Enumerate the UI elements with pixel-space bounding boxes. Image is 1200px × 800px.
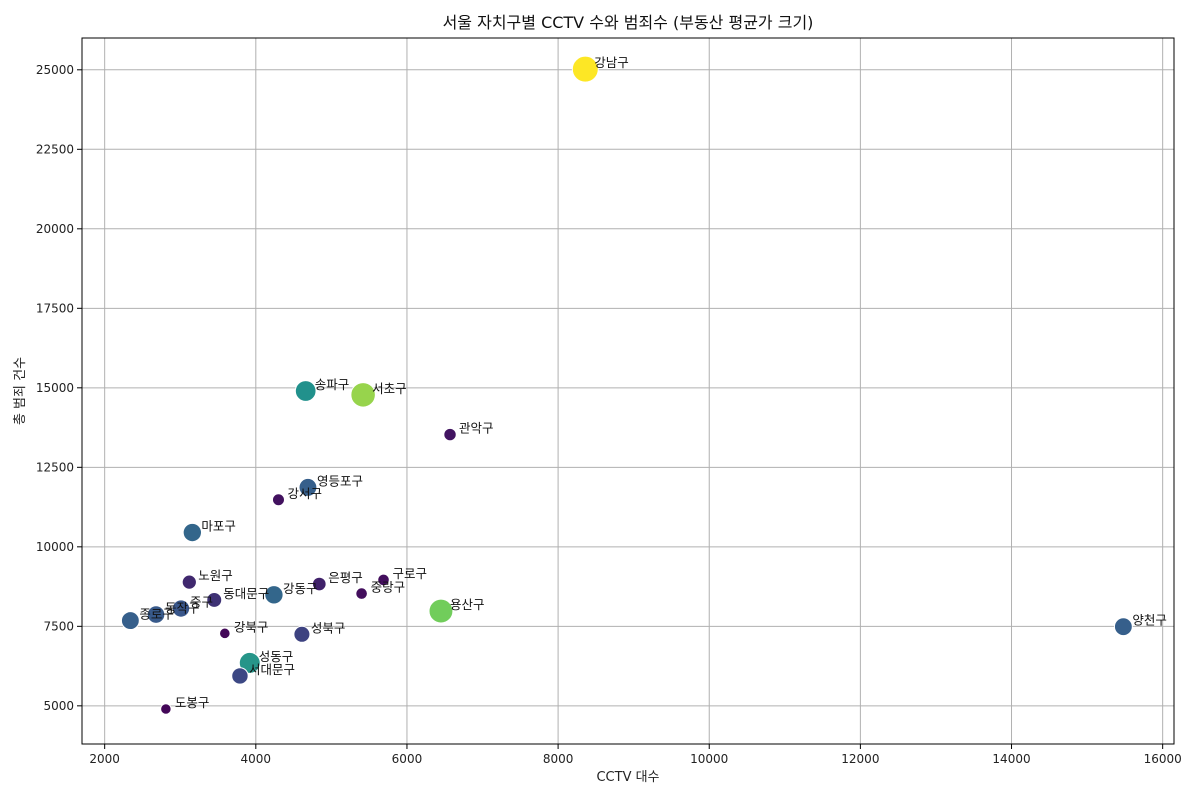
- grid-layer: [82, 38, 1174, 744]
- x-axis-label: CCTV 대수: [596, 770, 659, 785]
- data-point: [355, 587, 368, 600]
- data-point: [294, 380, 317, 402]
- y-axis-label: 총 범죄 건수: [13, 357, 28, 425]
- point-label: 서대문구: [249, 662, 295, 677]
- point-label: 강북구: [234, 619, 269, 634]
- y-tick-label: 12500: [36, 460, 74, 474]
- x-tick-label: 2000: [89, 752, 120, 766]
- x-tick-label: 10000: [690, 752, 728, 766]
- data-point: [171, 599, 191, 618]
- y-tick-label: 10000: [36, 540, 74, 554]
- data-point: [238, 651, 261, 674]
- x-tick-label: 16000: [1144, 752, 1182, 766]
- data-point: [182, 522, 203, 543]
- point-label: 종로구: [139, 607, 174, 622]
- y-tick-label: 25000: [36, 63, 74, 77]
- x-tick-label: 14000: [992, 752, 1030, 766]
- data-point: [160, 703, 172, 715]
- point-label: 은평구: [328, 570, 363, 585]
- data-point: [120, 611, 140, 631]
- data-point: [219, 627, 231, 640]
- point-label: 관악구: [459, 421, 494, 436]
- chart-title: 서울 자치구별 CCTV 수와 범죄수 (부동산 평균가 크기): [443, 13, 814, 32]
- x-tick-label: 8000: [543, 752, 574, 766]
- y-tick-label: 17500: [36, 301, 74, 315]
- point-label: 동작구: [165, 601, 200, 616]
- data-point: [181, 574, 197, 590]
- point-label: 송파구: [315, 377, 350, 392]
- point-label: 성북구: [311, 620, 346, 635]
- data-point: [206, 591, 223, 608]
- y-axis-ticks: 5000 7500 10000 12500 15000 17500 20000 22500 25…: [36, 63, 82, 713]
- y-tick-label: 5000: [43, 699, 74, 713]
- y-tick-label: 20000: [36, 222, 74, 236]
- point-label: 동대문구: [223, 586, 269, 601]
- data-point: [1113, 617, 1133, 637]
- data-point: [443, 427, 457, 442]
- plot-frame: [81, 37, 1175, 745]
- data-point: [350, 382, 376, 408]
- x-tick-label: 12000: [841, 752, 879, 766]
- point-label: 양천구: [1132, 613, 1167, 628]
- point-label: 구로구: [393, 566, 428, 581]
- data-point: [271, 493, 285, 507]
- point-label: 서초구: [372, 381, 407, 396]
- point-label: 중랑구: [371, 580, 406, 595]
- point-label: 도봉구: [175, 695, 210, 710]
- y-tick-label: 22500: [36, 142, 74, 156]
- point-label: 노원구: [198, 568, 233, 583]
- points-layer: [120, 55, 1133, 715]
- x-tick-label: 6000: [392, 752, 423, 766]
- x-tick-label: 4000: [241, 752, 272, 766]
- data-point: [298, 477, 318, 497]
- y-tick-label: 7500: [43, 619, 74, 633]
- point-label: 성동구: [259, 649, 294, 664]
- point-label: 강서구: [287, 486, 322, 501]
- data-point: [231, 667, 249, 685]
- data-point: [146, 605, 166, 624]
- point-label: 강남구: [594, 55, 629, 70]
- point-label: 용산구: [450, 597, 485, 612]
- data-point: [293, 625, 311, 643]
- point-label: 마포구: [201, 519, 236, 534]
- point-label: 중구: [190, 595, 213, 610]
- x-axis-ticks: 2000 4000 6000 8000 10000 12000 14000 16000: [89, 744, 1182, 766]
- data-point: [571, 55, 599, 83]
- data-point: [428, 598, 454, 624]
- y-tick-label: 15000: [36, 381, 74, 395]
- data-point: [377, 573, 390, 587]
- data-point: [311, 576, 327, 592]
- data-point: [264, 585, 284, 605]
- point-label: 영등포구: [317, 473, 363, 488]
- point-label: 강동구: [283, 581, 318, 596]
